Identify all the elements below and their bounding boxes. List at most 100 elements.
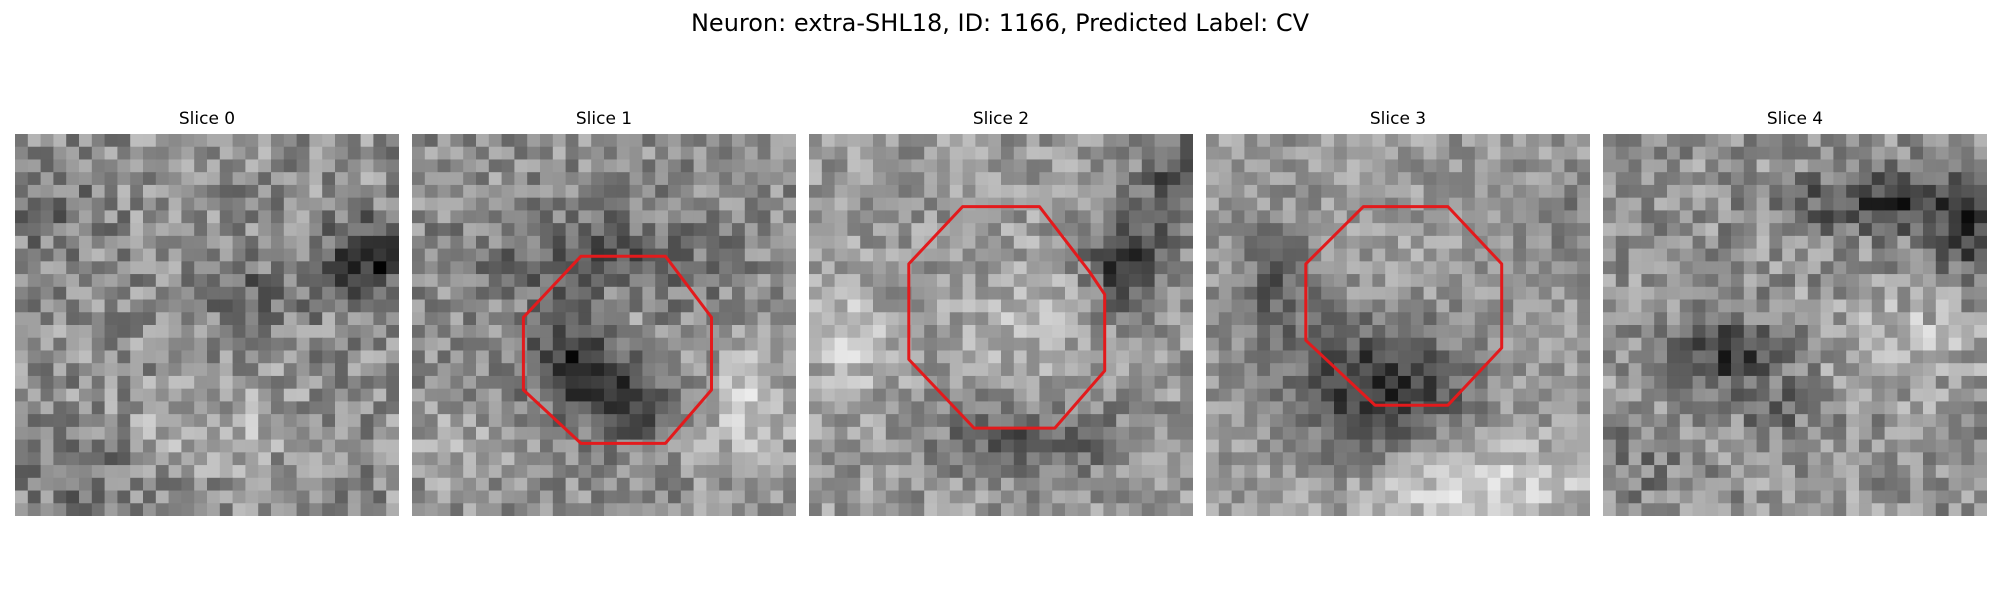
image-pixel [1103, 274, 1117, 288]
image-pixel [1474, 414, 1489, 428]
image-pixel [1513, 452, 1527, 466]
image-pixel [1884, 388, 1898, 402]
image-pixel [962, 210, 976, 224]
image-pixel [322, 350, 336, 364]
image-pixel [591, 490, 605, 504]
image-pixel [578, 375, 592, 390]
image-pixel [1103, 490, 1117, 504]
neuron-contour [1304, 205, 1504, 407]
image-pixel [271, 197, 285, 211]
image-pixel [911, 477, 925, 492]
image-pixel [1231, 210, 1245, 224]
image-pixel [988, 465, 1002, 479]
image-pixel [15, 210, 29, 224]
image-pixel [258, 452, 272, 466]
image-pixel [1807, 235, 1822, 250]
image-pixel [1846, 248, 1860, 262]
image-pixel [1270, 197, 1284, 211]
image-pixel [1743, 490, 1758, 504]
image-pixel [488, 223, 503, 237]
image-pixel [1551, 490, 1565, 504]
image-pixel [91, 223, 106, 237]
image-pixel [143, 325, 157, 339]
image-pixel [744, 388, 759, 402]
image-pixel [386, 210, 399, 224]
image-pixel [360, 261, 374, 275]
image-pixel [1897, 465, 1911, 479]
image-pixel [1282, 375, 1297, 390]
image-pixel [15, 159, 29, 173]
image-pixel [1923, 350, 1937, 364]
image-pixel [245, 490, 259, 504]
image-pixel [1667, 414, 1681, 428]
image-pixel [450, 235, 464, 250]
image-pixel [1116, 375, 1130, 390]
image-pixel [245, 503, 259, 516]
image-pixel [1218, 223, 1233, 237]
image-pixel [1321, 210, 1335, 224]
image-pixel [1948, 210, 1962, 224]
image-pixel [1910, 159, 1924, 173]
image-pixel [1731, 286, 1745, 301]
image-pixel [527, 452, 541, 466]
image-pixel [1769, 299, 1783, 313]
image-pixel [719, 248, 733, 262]
image-pixel [1244, 465, 1258, 479]
image-pixel [501, 363, 515, 377]
image-pixel [616, 184, 631, 199]
image-pixel [629, 286, 643, 301]
image-pixel [219, 426, 234, 441]
image-pixel [1167, 490, 1181, 504]
image-pixel [1884, 375, 1898, 390]
image-pixel [1321, 439, 1335, 453]
image-pixel [693, 248, 707, 262]
image-pixel [860, 388, 874, 402]
image-pixel [1039, 286, 1053, 301]
image-pixel [629, 388, 643, 402]
image-pixel [668, 299, 682, 313]
image-pixel [1372, 286, 1386, 301]
image-pixel [949, 261, 964, 275]
image-pixel [1206, 325, 1220, 339]
image-pixel [130, 350, 144, 364]
image-pixel [783, 134, 796, 148]
image-pixel [770, 452, 784, 466]
image-pixel [1731, 426, 1745, 441]
image-pixel [1974, 452, 1987, 466]
image-pixel [642, 274, 656, 288]
image-pixel [1948, 172, 1962, 186]
image-pixel [207, 235, 221, 250]
image-pixel [1871, 490, 1886, 504]
image-pixel [885, 184, 900, 199]
image-pixel [937, 299, 951, 313]
image-pixel [629, 172, 643, 186]
image-pixel [1052, 388, 1066, 402]
image-pixel [373, 465, 387, 479]
image-pixel [1013, 503, 1028, 516]
image-pixel [680, 223, 695, 237]
image-pixel [501, 439, 515, 453]
image-pixel [1154, 477, 1168, 492]
image-pixel [1231, 503, 1245, 516]
image-pixel [476, 490, 490, 504]
image-pixel [1090, 312, 1104, 326]
image-pixel [79, 452, 93, 466]
image-pixel [949, 299, 964, 313]
image-pixel [1257, 325, 1271, 339]
image-pixel [552, 235, 567, 250]
image-pixel [1231, 184, 1245, 199]
image-pixel [565, 325, 579, 339]
image-pixel [1500, 223, 1514, 237]
image-pixel [834, 452, 848, 466]
image-pixel [1359, 452, 1373, 466]
image-pixel [91, 452, 106, 466]
image-pixel [1679, 325, 1694, 339]
image-pixel [207, 146, 221, 161]
image-pixel [91, 465, 106, 479]
image-pixel [1935, 363, 1950, 377]
image-pixel [1449, 261, 1463, 275]
image-pixel [1308, 134, 1322, 148]
image-pixel [744, 477, 759, 492]
image-pixel [1398, 134, 1412, 148]
image-pixel [873, 325, 887, 339]
